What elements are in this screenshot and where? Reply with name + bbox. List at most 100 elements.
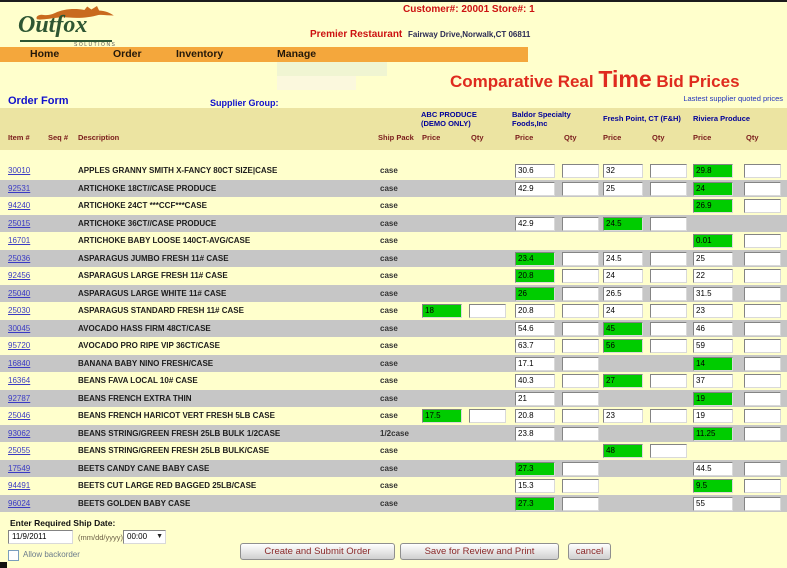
- price-input[interactable]: 59: [693, 339, 733, 353]
- qty-input[interactable]: [744, 234, 781, 248]
- qty-input[interactable]: [650, 251, 687, 266]
- price-input[interactable]: 15.3: [515, 479, 555, 493]
- qty-input[interactable]: [744, 304, 781, 318]
- best-price-input[interactable]: 9.5: [693, 479, 733, 493]
- qty-input[interactable]: [562, 356, 599, 371]
- price-input[interactable]: 24.5: [603, 251, 643, 266]
- price-input[interactable]: 40.3: [515, 374, 555, 388]
- qty-input[interactable]: [650, 286, 687, 301]
- qty-input[interactable]: [562, 251, 599, 266]
- item-number-link[interactable]: 16364: [8, 376, 31, 385]
- item-number-link[interactable]: 16840: [8, 358, 31, 368]
- price-input[interactable]: 31.5: [693, 286, 733, 301]
- price-input[interactable]: 23.8: [515, 426, 555, 441]
- price-input[interactable]: 23: [693, 304, 733, 318]
- qty-input[interactable]: [650, 339, 687, 353]
- best-price-input[interactable]: 23.4: [515, 251, 555, 266]
- item-number-link[interactable]: 93062: [8, 428, 31, 438]
- qty-input[interactable]: [650, 409, 687, 423]
- allow-backorder-checkbox[interactable]: [8, 550, 19, 561]
- qty-input[interactable]: [744, 181, 781, 196]
- qty-input[interactable]: [650, 164, 687, 178]
- qty-input[interactable]: [650, 374, 687, 388]
- price-input[interactable]: 21: [515, 391, 555, 406]
- brand-logo[interactable]: Outfox SOLUTIONS: [18, 3, 133, 48]
- item-number-link[interactable]: 25036: [8, 253, 31, 263]
- price-input[interactable]: 55: [693, 496, 733, 511]
- best-price-input[interactable]: 45: [603, 321, 643, 336]
- item-number-link[interactable]: 25055: [8, 446, 31, 455]
- qty-input[interactable]: [562, 164, 599, 178]
- qty-input[interactable]: [562, 216, 599, 231]
- qty-input[interactable]: [469, 409, 506, 423]
- item-number-link[interactable]: 92456: [8, 271, 31, 280]
- item-number-link[interactable]: 25046: [8, 411, 31, 420]
- qty-input[interactable]: [650, 269, 687, 283]
- price-input[interactable]: 22: [693, 269, 733, 283]
- best-price-input[interactable]: 27.3: [515, 496, 555, 511]
- price-input[interactable]: 20.8: [515, 304, 555, 318]
- item-number-link[interactable]: 92787: [8, 393, 31, 403]
- qty-input[interactable]: [562, 339, 599, 353]
- manage-menu-item[interactable]: [277, 76, 356, 90]
- qty-input[interactable]: [650, 304, 687, 318]
- best-price-input[interactable]: 14: [693, 356, 733, 371]
- qty-input[interactable]: [744, 356, 781, 371]
- best-price-input[interactable]: 48: [603, 444, 643, 458]
- nav-item-inventory[interactable]: Inventory: [176, 48, 224, 60]
- item-number-link[interactable]: 25030: [8, 306, 31, 315]
- best-price-input[interactable]: 27.3: [515, 461, 555, 476]
- qty-input[interactable]: [744, 251, 781, 266]
- price-input[interactable]: 46: [693, 321, 733, 336]
- price-input[interactable]: 17.1: [515, 356, 555, 371]
- qty-input[interactable]: [744, 461, 781, 476]
- price-input[interactable]: 24: [603, 304, 643, 318]
- best-price-input[interactable]: 0.01: [693, 234, 733, 248]
- qty-input[interactable]: [744, 269, 781, 283]
- best-price-input[interactable]: 11.25: [693, 426, 733, 441]
- qty-input[interactable]: [650, 444, 687, 458]
- price-input[interactable]: 42.9: [515, 216, 555, 231]
- best-price-input[interactable]: 26.9: [693, 199, 733, 213]
- qty-input[interactable]: [744, 496, 781, 511]
- qty-input[interactable]: [650, 181, 687, 196]
- item-number-link[interactable]: 94240: [8, 201, 31, 210]
- qty-input[interactable]: [744, 409, 781, 423]
- item-number-link[interactable]: 16701: [8, 236, 31, 245]
- qty-input[interactable]: [744, 479, 781, 493]
- ship-date-input[interactable]: 11/9/2011: [8, 530, 73, 544]
- qty-input[interactable]: [562, 181, 599, 196]
- save-for-review-and-print-button[interactable]: Save for Review and Print: [400, 543, 559, 560]
- price-input[interactable]: 26.5: [603, 286, 643, 301]
- price-input[interactable]: 54.6: [515, 321, 555, 336]
- qty-input[interactable]: [744, 199, 781, 213]
- price-input[interactable]: 44.5: [693, 461, 733, 476]
- price-input[interactable]: 63.7: [515, 339, 555, 353]
- nav-item-manage[interactable]: Manage: [277, 48, 317, 60]
- qty-input[interactable]: [562, 286, 599, 301]
- qty-input[interactable]: [744, 164, 781, 178]
- best-price-input[interactable]: 19: [693, 391, 733, 406]
- qty-input[interactable]: [562, 391, 599, 406]
- create-and-submit-order-button[interactable]: Create and Submit Order: [240, 543, 395, 560]
- best-price-input[interactable]: 17.5: [422, 409, 462, 423]
- item-number-link[interactable]: 92531: [8, 183, 31, 193]
- price-input[interactable]: 25: [603, 181, 643, 196]
- qty-input[interactable]: [562, 461, 599, 476]
- nav-item-home[interactable]: Home: [30, 48, 60, 60]
- manage-menu-item[interactable]: [277, 62, 387, 76]
- price-input[interactable]: 30.6: [515, 164, 555, 178]
- item-number-link[interactable]: 30010: [8, 166, 31, 175]
- best-price-input[interactable]: 27: [603, 374, 643, 388]
- qty-input[interactable]: [562, 496, 599, 511]
- qty-input[interactable]: [469, 304, 506, 318]
- qty-input[interactable]: [744, 426, 781, 441]
- qty-input[interactable]: [650, 321, 687, 336]
- item-number-link[interactable]: 17549: [8, 463, 31, 473]
- qty-input[interactable]: [562, 374, 599, 388]
- item-number-link[interactable]: 25040: [8, 288, 31, 298]
- price-input[interactable]: 23: [603, 409, 643, 423]
- qty-input[interactable]: [744, 391, 781, 406]
- best-price-input[interactable]: 56: [603, 339, 643, 353]
- qty-input[interactable]: [744, 339, 781, 353]
